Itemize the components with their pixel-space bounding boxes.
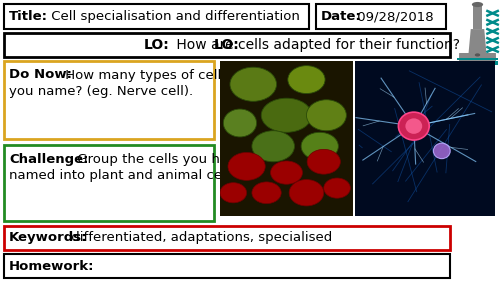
Text: Group the cells you have: Group the cells you have [73, 153, 244, 166]
Text: named into plant and animal cells.: named into plant and animal cells. [9, 169, 240, 182]
FancyBboxPatch shape [457, 61, 498, 65]
FancyBboxPatch shape [457, 58, 498, 60]
Ellipse shape [301, 132, 339, 160]
Ellipse shape [230, 67, 276, 101]
Ellipse shape [252, 182, 281, 204]
Bar [4, 145, 214, 221]
Text: Homework:: Homework: [9, 259, 94, 273]
Text: Title:: Title: [9, 10, 48, 23]
Text: 09/28/2018: 09/28/2018 [353, 10, 434, 23]
Ellipse shape [475, 53, 480, 56]
Polygon shape [468, 29, 486, 54]
Ellipse shape [398, 112, 429, 140]
Ellipse shape [307, 149, 340, 174]
Bar [4, 254, 450, 278]
FancyBboxPatch shape [473, 6, 482, 29]
Bar [4, 226, 450, 250]
Bar [4, 33, 450, 57]
Text: LO:: LO: [214, 38, 240, 52]
Ellipse shape [228, 153, 265, 180]
Text: Date:: Date: [321, 10, 362, 23]
Ellipse shape [270, 161, 302, 184]
Ellipse shape [224, 109, 256, 137]
Ellipse shape [288, 66, 325, 94]
Ellipse shape [306, 100, 346, 131]
Text: Keywords:: Keywords: [9, 232, 88, 244]
Text: How are cells adapted for their function?: How are cells adapted for their function… [172, 38, 460, 52]
FancyBboxPatch shape [459, 53, 496, 64]
Text: Do Now:: Do Now: [9, 69, 72, 81]
Ellipse shape [252, 131, 294, 162]
Ellipse shape [472, 2, 483, 7]
Ellipse shape [220, 183, 246, 203]
Ellipse shape [406, 118, 422, 134]
Text: LO:: LO: [144, 38, 170, 52]
Bar [4, 61, 214, 139]
Text: you name? (eg. Nerve cell).: you name? (eg. Nerve cell). [9, 85, 193, 98]
Text: How many types of cells can: How many types of cells can [61, 69, 256, 81]
Ellipse shape [289, 180, 324, 206]
Ellipse shape [324, 178, 350, 198]
Text: Cell specialisation and differentiation: Cell specialisation and differentiation [47, 10, 300, 23]
Bar [4, 4, 309, 29]
Ellipse shape [261, 98, 312, 132]
Text: Challenge:: Challenge: [9, 153, 88, 166]
Text: differentiated, adaptations, specialised: differentiated, adaptations, specialised [67, 232, 332, 244]
Bar [316, 4, 446, 29]
Ellipse shape [434, 143, 450, 159]
